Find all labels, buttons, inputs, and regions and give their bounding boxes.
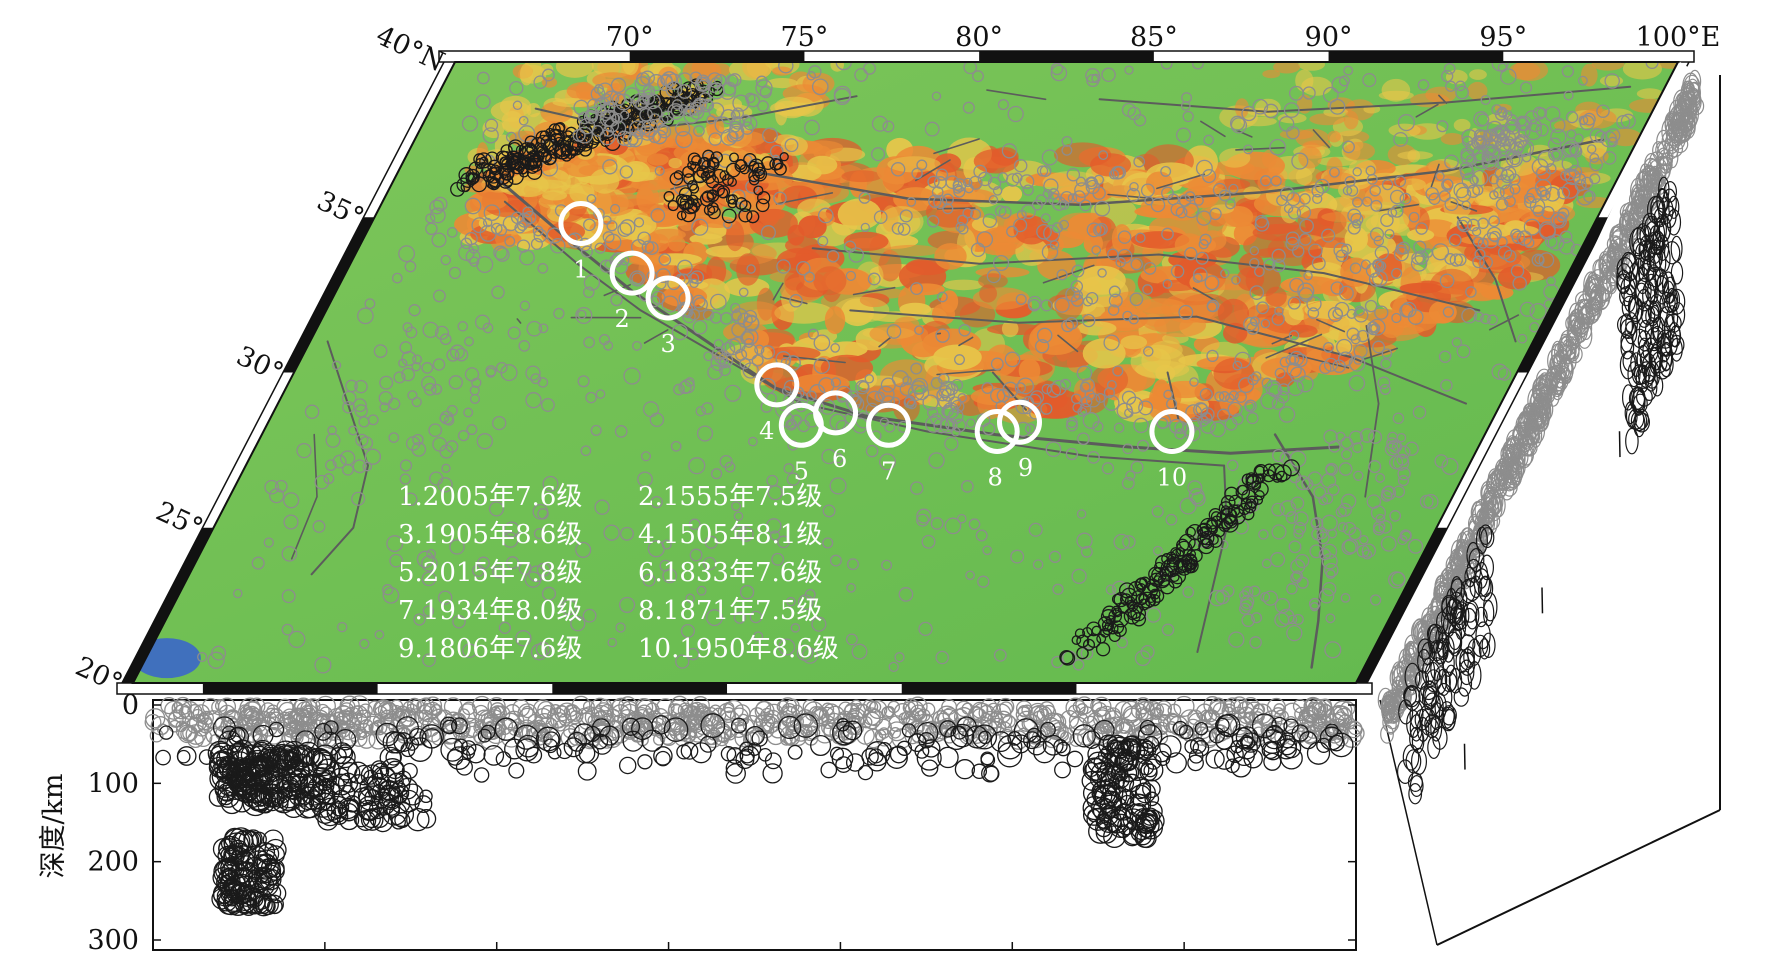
terrain-patch — [1379, 91, 1414, 100]
terrain-patch — [1371, 210, 1410, 232]
terrain-patch — [1468, 82, 1488, 100]
terrain-patch — [774, 97, 815, 117]
terrain-patch — [1135, 361, 1189, 379]
frame-bar — [979, 51, 1154, 62]
legend-entry: 1.2005年7.6级 — [398, 482, 582, 512]
terrain-patch — [825, 306, 845, 334]
legend-entry: 9.1806年7.6级 — [398, 634, 582, 664]
terrain-patch — [623, 164, 644, 173]
terrain-patch — [1407, 229, 1434, 241]
terrain-patch — [576, 82, 593, 101]
frame-bar — [1329, 51, 1504, 62]
terrain-patch — [556, 55, 594, 78]
terrain-patch — [884, 245, 940, 256]
earthquake-number: 9 — [1018, 454, 1033, 482]
terrain-patch — [807, 156, 837, 175]
terrain-patch — [841, 170, 881, 182]
frame-bar — [902, 683, 1077, 694]
earthquake-number: 1 — [573, 256, 588, 284]
terrain-patch — [1425, 87, 1456, 103]
terrain-patch — [1343, 142, 1375, 160]
lat-label: 20° — [71, 651, 127, 699]
earthquake-number: 10 — [1157, 464, 1188, 492]
terrain-patch — [1329, 197, 1354, 211]
lon-label: 90° — [1305, 22, 1353, 53]
terrain-patch — [798, 215, 827, 238]
terrain-patch — [1168, 209, 1196, 221]
earthquake-number: 6 — [832, 445, 847, 473]
terrain-patch — [979, 284, 997, 302]
terrain-patch — [784, 271, 804, 291]
terrain-patch — [736, 253, 760, 285]
terrain-patch — [1283, 303, 1303, 325]
lon-label: 75° — [780, 22, 828, 53]
legend-entry: 6.1833年7.6级 — [638, 558, 822, 588]
terrain-patch — [1469, 69, 1487, 80]
terrain-patch — [520, 63, 533, 85]
terrain-patch — [1266, 287, 1287, 307]
terrain-patch — [1281, 200, 1299, 224]
terrain-patch — [1298, 146, 1322, 168]
terrain-patch — [1296, 168, 1313, 185]
terrain-patch — [1592, 57, 1625, 71]
terrain-patch — [1397, 151, 1433, 160]
legend-entry: 3.1905年8.6级 — [398, 520, 582, 550]
terrain-patch — [1296, 129, 1330, 148]
terrain-patch — [1579, 109, 1617, 129]
terrain-patch — [1255, 247, 1311, 258]
terrain-patch — [785, 237, 820, 254]
earthquake-number: 8 — [988, 464, 1003, 492]
lon-label: 95° — [1479, 22, 1527, 53]
terrain-patch — [1581, 64, 1598, 87]
terrain-patch — [933, 345, 982, 371]
earthquake-number: 7 — [881, 457, 896, 485]
lon-label: 80° — [955, 22, 1003, 53]
legend-entry: 5.2015年7.8级 — [398, 558, 582, 588]
lat-label: 30° — [232, 341, 288, 389]
legend-entry: 4.1505年8.1级 — [638, 520, 822, 550]
terrain-patch — [1077, 266, 1125, 295]
earthquake-number: 4 — [759, 417, 774, 445]
terrain-patch — [1121, 335, 1148, 349]
terrain-patch — [1328, 131, 1341, 143]
frame-bar — [552, 683, 727, 694]
legend-entry: 8.1871年7.5级 — [638, 596, 822, 626]
frame-bar — [630, 51, 805, 62]
terrain-patch — [1237, 267, 1264, 291]
terrain-patch — [1344, 111, 1359, 130]
terrain-patch — [668, 236, 686, 252]
terrain-patch — [974, 149, 1019, 174]
terrain-patch — [619, 172, 656, 182]
terrain-patch — [813, 266, 846, 295]
terrain-patch — [1001, 186, 1022, 203]
legend-entry: 10.1950年8.6级 — [638, 634, 839, 664]
longitude-labels: 70° 75° 80° 85° 90° 95° 100°E — [606, 22, 1721, 53]
lon-label: 85° — [1130, 22, 1178, 53]
frame-bar — [203, 683, 378, 694]
earthquake-number: 2 — [614, 305, 629, 333]
terrain-patch — [1298, 58, 1325, 71]
terrain-patch — [1262, 150, 1277, 168]
lon-label: 100°E — [1636, 22, 1721, 53]
terrain-patch — [542, 190, 567, 200]
terrain-patch — [1253, 224, 1310, 241]
earthquake-number: 3 — [660, 330, 675, 358]
lat-label: 40°N — [371, 20, 449, 78]
terrain-patch — [647, 153, 669, 165]
terrain-patch — [934, 243, 966, 270]
legend-entry: 7.1934年8.0级 — [398, 596, 582, 626]
terrain-patch — [1219, 148, 1250, 168]
terrain-patch — [1150, 341, 1183, 360]
legend-entry: 2.1555年7.5级 — [638, 482, 822, 512]
terrain-patch — [943, 280, 984, 291]
lon-label: 70° — [606, 22, 654, 53]
terrain-patch — [1441, 133, 1464, 145]
